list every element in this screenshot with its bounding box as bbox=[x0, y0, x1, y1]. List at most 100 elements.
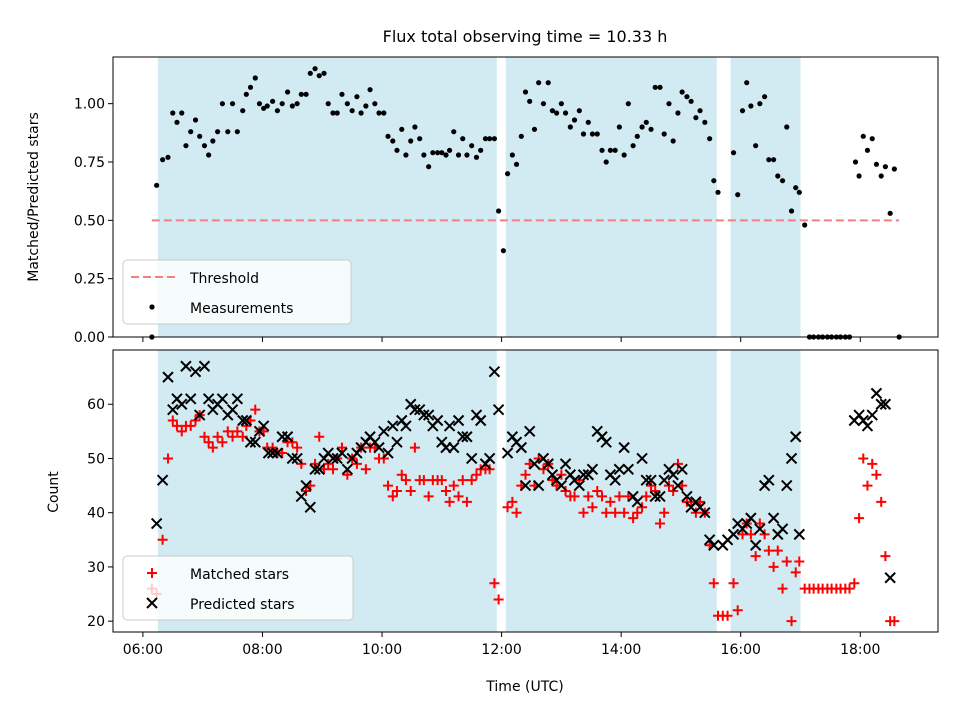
matched-star-point bbox=[745, 529, 756, 540]
bottom-y-axis-label: Count bbox=[46, 471, 62, 513]
predicted-star-point bbox=[418, 409, 430, 421]
matched-star-point bbox=[849, 578, 860, 589]
measurement-point bbox=[580, 131, 587, 137]
matched-star-point bbox=[301, 486, 312, 496]
predicted-star-point bbox=[727, 528, 740, 541]
measurement-point bbox=[693, 115, 699, 121]
predicted-star-point bbox=[304, 501, 316, 513]
matched-star-point bbox=[732, 605, 743, 616]
measurement-point bbox=[688, 98, 694, 104]
predicted-star-point bbox=[879, 398, 892, 410]
measurement-point bbox=[482, 136, 489, 142]
measurement-point bbox=[192, 117, 199, 123]
measurement-point bbox=[856, 173, 862, 179]
predicted-star-point bbox=[618, 441, 630, 454]
predicted-star-point bbox=[391, 436, 403, 448]
legend-measurements-swatch bbox=[149, 304, 155, 310]
predicted-star-point bbox=[257, 420, 270, 432]
measurement-point bbox=[603, 159, 609, 165]
measurement-point bbox=[460, 136, 466, 142]
matched-star-point bbox=[232, 426, 243, 437]
predicted-star-point bbox=[431, 414, 444, 427]
measurement-point bbox=[183, 143, 189, 149]
measurement-point bbox=[240, 108, 246, 114]
measurement-point bbox=[648, 126, 654, 132]
predicted-star-point bbox=[461, 431, 473, 443]
top-legend-box bbox=[122, 259, 352, 325]
predicted-star-point bbox=[542, 458, 554, 470]
measurement-point bbox=[549, 108, 556, 114]
matched-star-point bbox=[610, 507, 621, 518]
measurement-point bbox=[504, 171, 511, 177]
predicted-star-point bbox=[281, 431, 294, 443]
predicted-star-point bbox=[586, 463, 599, 476]
matched-star-point bbox=[471, 469, 482, 480]
measurement-point bbox=[770, 157, 777, 163]
predicted-star-point bbox=[609, 474, 621, 486]
matched-star-point bbox=[768, 561, 779, 572]
matched-star-point bbox=[646, 480, 657, 491]
predicted-star-point bbox=[262, 447, 275, 459]
measurement-point bbox=[354, 94, 360, 100]
predicted-star-point bbox=[875, 398, 887, 410]
bottom-legend: Matched stars Predicted stars bbox=[122, 555, 354, 621]
predicted-star-point bbox=[156, 474, 169, 486]
predicted-star-point bbox=[291, 452, 303, 465]
matched-star-point bbox=[655, 518, 666, 529]
measurement-point bbox=[594, 131, 600, 137]
matched-star-point bbox=[489, 578, 500, 589]
measurement-point bbox=[878, 173, 884, 179]
top-y-tick-label: 1.00 bbox=[74, 97, 105, 113]
measurement-point bbox=[201, 143, 208, 149]
predicted-star-point bbox=[162, 371, 174, 383]
measurement-point bbox=[625, 101, 631, 107]
matched-star-point bbox=[241, 420, 252, 431]
predicted-star-point bbox=[176, 398, 188, 410]
matched-star-point bbox=[383, 480, 393, 491]
predicted-star-point bbox=[198, 360, 211, 372]
matched-star-point bbox=[844, 583, 855, 594]
measurement-point bbox=[372, 101, 378, 107]
measurement-point bbox=[766, 157, 772, 163]
x-axis-label: Time (UTC) bbox=[485, 679, 563, 695]
matched-star-point bbox=[360, 464, 371, 475]
measurement-point bbox=[426, 164, 432, 170]
measurement-point bbox=[408, 138, 414, 144]
bottom-observing-window bbox=[730, 350, 801, 632]
matched-star-point bbox=[623, 491, 634, 502]
top-y-tick-label: 0.25 bbox=[74, 272, 105, 288]
top-y-axis-label: Matched/Predicted stars bbox=[26, 112, 42, 282]
measurement-point bbox=[527, 98, 533, 104]
predicted-star-point bbox=[249, 436, 261, 448]
measurement-point bbox=[344, 101, 350, 107]
predicted-star-point bbox=[785, 452, 798, 465]
predicted-star-point bbox=[523, 425, 536, 438]
measurement-point bbox=[421, 152, 427, 158]
measurement-point bbox=[294, 101, 300, 107]
matched-star-point bbox=[876, 496, 887, 507]
measurement-point bbox=[455, 152, 462, 158]
measurement-point bbox=[679, 89, 685, 95]
measurement-point bbox=[612, 147, 618, 153]
matched-star-point bbox=[737, 529, 748, 540]
matched-star-point bbox=[396, 469, 407, 480]
measurement-point bbox=[243, 91, 249, 97]
x-tick-label: 12:00 bbox=[481, 642, 521, 658]
matched-star-point bbox=[605, 496, 616, 507]
measurement-point bbox=[399, 126, 405, 132]
predicted-star-point bbox=[216, 393, 229, 405]
predicted-star-point bbox=[631, 496, 644, 508]
matched-star-point bbox=[592, 486, 603, 496]
predicted-star-point bbox=[790, 431, 802, 443]
measurement-point bbox=[439, 150, 445, 156]
x-tick-label: 06:00 bbox=[123, 642, 163, 658]
matched-star-point bbox=[171, 420, 182, 431]
bottom-axes-frame bbox=[112, 349, 939, 633]
measurement-point bbox=[446, 147, 453, 153]
predicted-star-point bbox=[309, 463, 321, 476]
matched-star-point bbox=[222, 426, 233, 437]
top-observing-window bbox=[730, 57, 801, 337]
measurement-point bbox=[757, 101, 763, 107]
measurement-point bbox=[630, 143, 636, 149]
matched-star-point bbox=[212, 431, 223, 442]
